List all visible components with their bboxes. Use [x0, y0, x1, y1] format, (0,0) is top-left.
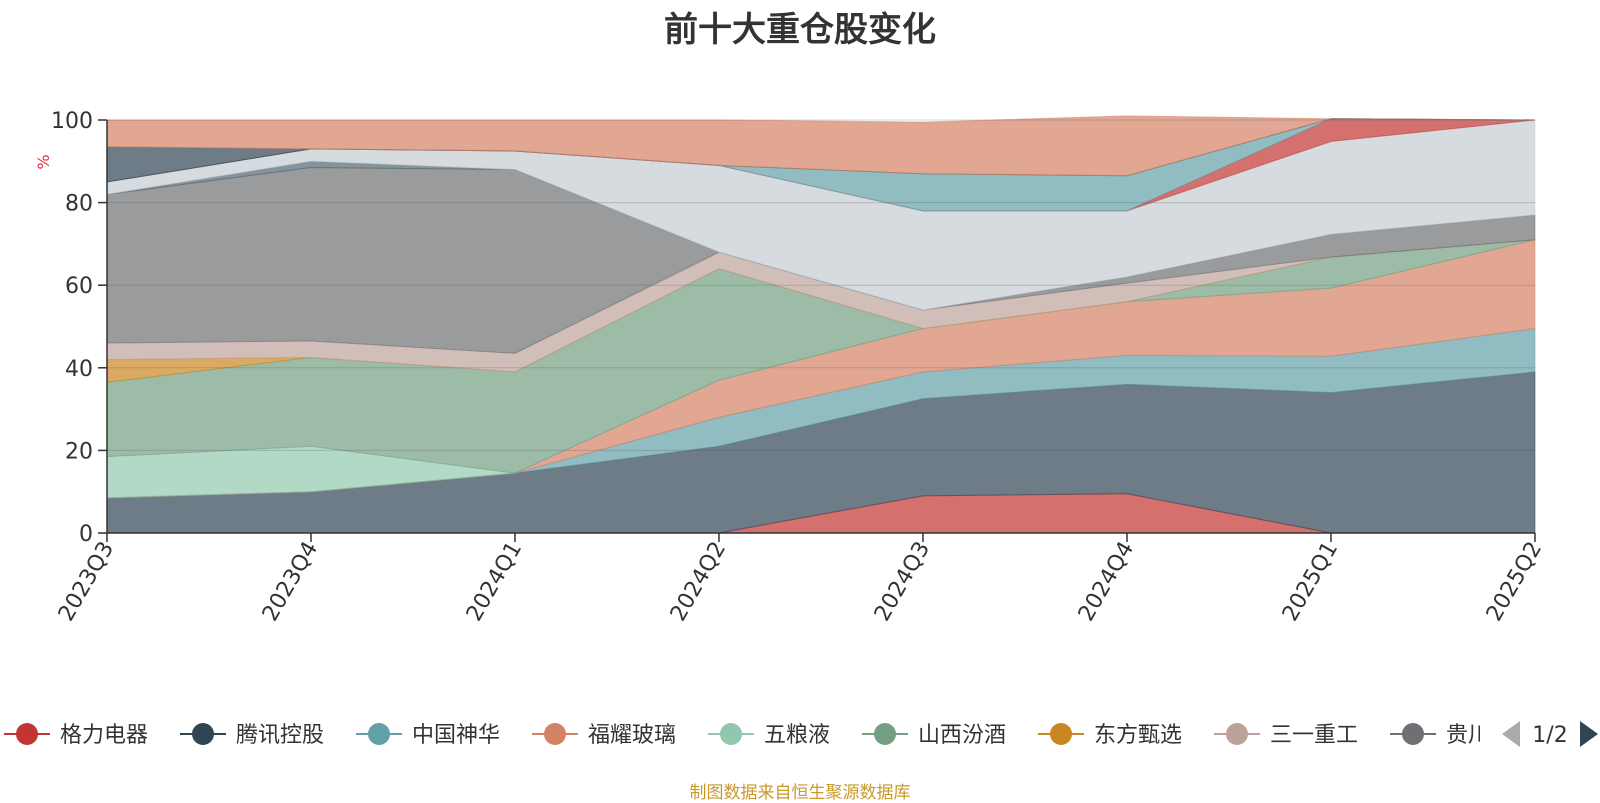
x-tick-label: 2025Q1	[1278, 538, 1343, 626]
legend-marker-1	[192, 723, 214, 745]
y-tick-label: 60	[65, 274, 93, 299]
legend-label-8: 贵川	[1446, 723, 1490, 748]
chart-title: 前十大重仓股变化	[664, 10, 936, 50]
y-tick-label: 0	[79, 522, 93, 547]
legend-marker-2	[368, 723, 390, 745]
legend-marker-4	[720, 723, 742, 745]
legend-label-1: 腾讯控股	[236, 723, 324, 748]
y-axis-unit: %	[34, 154, 53, 169]
y-tick-label: 80	[65, 192, 93, 217]
grid-lines	[107, 119, 1535, 451]
x-tick-label: 2024Q3	[870, 538, 935, 626]
legend-marker-8	[1402, 723, 1424, 745]
x-tick-label: 2024Q1	[462, 538, 527, 626]
legend-prev-page-icon[interactable]	[1502, 721, 1520, 747]
legend-label-3: 福耀玻璃	[588, 723, 676, 748]
x-tick-label: 2024Q4	[1074, 538, 1139, 626]
legend-marker-7	[1226, 723, 1248, 745]
y-tick-label: 40	[65, 357, 93, 382]
legend-label-7: 三一重工	[1270, 723, 1358, 748]
legend-label-6: 东方甄选	[1094, 723, 1182, 748]
y-tick-label: 100	[51, 109, 93, 134]
legend-label-4: 五粮液	[764, 723, 830, 748]
x-tick-label: 2025Q2	[1482, 538, 1547, 626]
x-tick-label: 2023Q3	[54, 538, 119, 626]
legend-marker-0	[16, 723, 38, 745]
legend-marker-5	[874, 723, 896, 745]
legend-marker-6	[1050, 723, 1072, 745]
series-area-14	[106, 115, 1536, 177]
legend-label-2: 中国神华	[412, 723, 500, 748]
legend: 格力电器 腾讯控股 中国神华 福耀玻璃 五粮液 山西汾酒 东方甄选 三一重工 贵川 1/2	[4, 721, 1598, 748]
x-tick-label: 2023Q4	[258, 538, 323, 626]
data-source-note: 制图数据来自恒生聚源数据库	[689, 783, 911, 803]
legend-page-indicator: 1/2	[1532, 723, 1567, 748]
x-tick-label: 2024Q2	[666, 538, 731, 626]
legend-marker-3	[544, 723, 566, 745]
legend-items: 格力电器 腾讯控股 中国神华 福耀玻璃 五粮液 山西汾酒 东方甄选 三一重工 贵川	[4, 723, 1490, 748]
y-tick-label: 20	[65, 439, 93, 464]
area-series-layer	[106, 115, 1536, 534]
legend-label-5: 山西汾酒	[918, 723, 1006, 748]
legend-label-0: 格力电器	[60, 723, 148, 748]
legend-next-page-icon[interactable]	[1580, 721, 1598, 747]
